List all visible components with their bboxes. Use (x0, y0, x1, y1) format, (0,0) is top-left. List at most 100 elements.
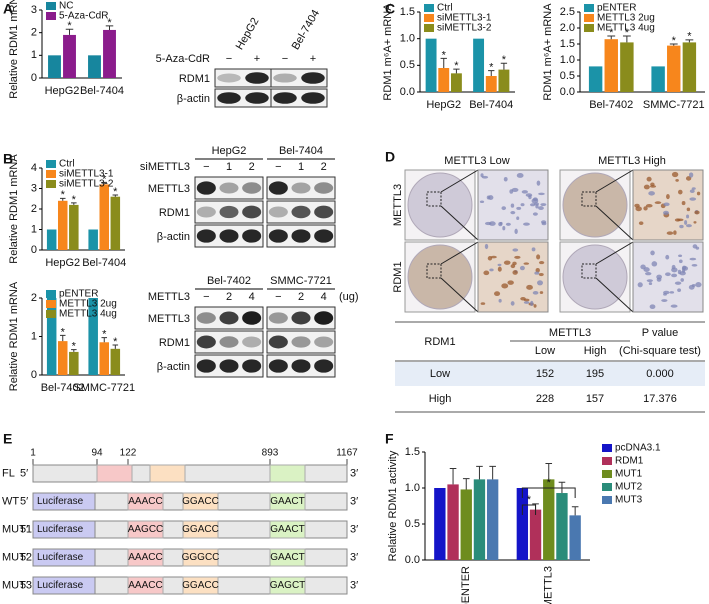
blot-group-label: HepG2 (212, 145, 247, 157)
ihc-nucleus (696, 191, 701, 196)
ihc-nucleus (686, 214, 690, 219)
legend-label: siMETTL3-2 (59, 179, 114, 190)
error-bar (476, 465, 483, 480)
error-bar (59, 334, 66, 342)
table-header: P value (642, 327, 679, 339)
blot-band (291, 205, 311, 219)
ihc-nucleus (538, 260, 545, 265)
ihc-nucleus (480, 173, 484, 178)
bar (434, 488, 446, 560)
significance: * (61, 189, 66, 201)
legend-label: MUT1 (615, 469, 643, 480)
error-bar (607, 35, 616, 40)
position-label: 1 (30, 448, 36, 459)
position-label: 94 (91, 448, 103, 459)
blot-row-label: RDM1 (159, 337, 190, 349)
ihc-nucleus (479, 200, 485, 203)
ihc-nucleus (528, 195, 532, 200)
reporter-box (32, 576, 96, 595)
lane-label: 2 (321, 161, 327, 173)
bracket (521, 487, 576, 498)
bar (99, 184, 110, 250)
table-subheader: (Chi-square test) (619, 345, 701, 357)
motif-box (182, 492, 219, 511)
y-tick-label: 0.0 (400, 86, 415, 98)
ihc-nucleus (681, 201, 686, 206)
bar (438, 68, 450, 92)
bar (57, 200, 68, 250)
ihc-nucleus (516, 216, 520, 220)
ihc-nucleus (663, 202, 670, 207)
blot-row-label: β-actin (157, 231, 190, 243)
motif-label: AAACC (128, 552, 162, 563)
panel-label: C (385, 1, 395, 17)
ihc-nucleus (533, 304, 537, 308)
legend-swatch (46, 300, 56, 308)
reporter-box (32, 492, 96, 511)
legend-swatch (46, 160, 56, 168)
legend-swatch (46, 290, 56, 298)
significance: * (107, 17, 112, 29)
ihc-nucleus (530, 300, 534, 307)
error-bar (453, 68, 460, 74)
blot-band (291, 229, 311, 243)
bar (57, 341, 68, 375)
bar (103, 29, 116, 78)
error-bar (59, 197, 66, 201)
legend-swatch (602, 483, 612, 491)
motif-label: GAGCT (270, 580, 306, 591)
table-cell: 17.376 (643, 393, 677, 405)
legend-label: METTL3 2ug (59, 299, 117, 310)
table-subheader: High (584, 345, 607, 357)
significance: * (113, 186, 118, 198)
y-axis-label: Relative RDM1 mRNA (8, 0, 20, 99)
region (269, 464, 306, 483)
y-tick-label: 2 (31, 27, 37, 39)
bar (110, 348, 121, 375)
five-prime: 5′ (20, 551, 28, 563)
ihc-nucleus (679, 224, 684, 229)
y-axis-label: Relative RDM1 mRNA (8, 281, 20, 391)
bar (588, 66, 603, 92)
bar (63, 34, 76, 78)
significance: * (609, 27, 614, 39)
y-tick-label: 1.5 (405, 446, 420, 458)
ihc-nucleus (689, 189, 695, 194)
significance: * (72, 340, 77, 352)
ihc-zoom (477, 241, 549, 313)
ihc-nucleus (535, 268, 540, 273)
lane-label: − (226, 53, 232, 65)
ihc-nucleus (666, 231, 674, 235)
blot-band (268, 359, 288, 373)
ihc-nucleus (649, 304, 656, 310)
y-tick-label: 0 (31, 72, 37, 84)
blot-frame (266, 176, 336, 200)
bar (69, 204, 79, 250)
y-tick-label: 2 (31, 292, 37, 304)
ihc-nucleus (497, 263, 502, 267)
legend-label: Ctrl (59, 159, 75, 170)
y-tick-label: 2.0 (560, 22, 575, 34)
error-bar (449, 468, 457, 485)
zoom-line (595, 277, 634, 313)
y-tick-label: 1.5 (400, 6, 415, 18)
legend-swatch (46, 180, 56, 188)
ihc-nucleus (646, 176, 652, 182)
ihc-nucleus (520, 203, 525, 207)
ihc-nucleus (686, 224, 692, 228)
blot-band (196, 229, 216, 243)
region (149, 464, 186, 483)
ihc-nucleus (516, 173, 524, 178)
ihc-nucleus (643, 267, 650, 272)
legend-label: 5-Aza-CdR (59, 11, 108, 22)
ihc-nucleus (689, 257, 697, 261)
ihc-nucleus (678, 254, 683, 258)
ihc-nucleus (531, 247, 536, 252)
five-prime: 5′ (20, 467, 28, 479)
bracket (521, 504, 537, 515)
motif-box (127, 548, 164, 567)
y-axis-label: Relative RDM1 mRNA (8, 154, 20, 264)
blot-band (314, 311, 334, 325)
